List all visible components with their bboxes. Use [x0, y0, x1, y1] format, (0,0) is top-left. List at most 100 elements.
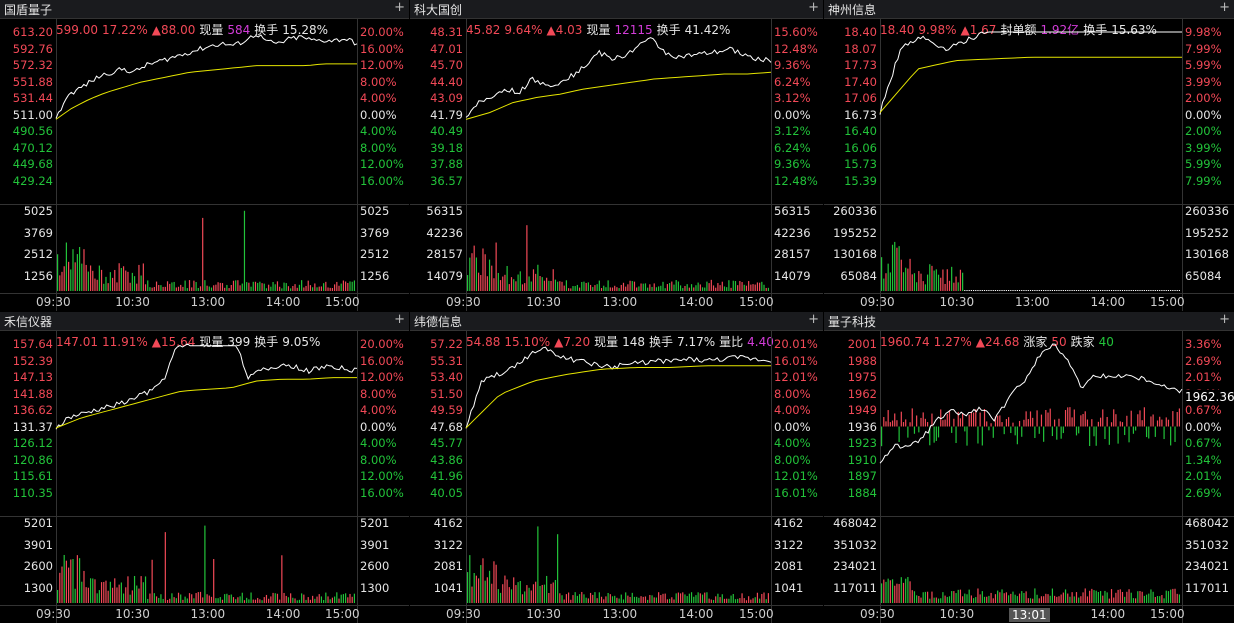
volume-tick: 1256	[23, 268, 53, 283]
breadth-bar	[1170, 426, 1172, 446]
pct-tick: 2.01%	[1185, 469, 1222, 483]
volume-bar	[986, 290, 988, 291]
pct-tick: 9.98%	[1185, 25, 1222, 39]
volume-bar	[1075, 592, 1078, 603]
chart-panel-4[interactable]: 纬德信息 +54.88 15.10% ▲7.20 现量 148 换手 7.17% 量比 4.40 5…	[410, 312, 823, 623]
quote-field: 现量	[594, 335, 619, 349]
breadth-bar	[1034, 426, 1036, 439]
chart-panel-0[interactable]: 国盾量子 +599.00 17.22% ▲88.00 现量 584 换手 15.28% 613.…	[0, 0, 409, 311]
volume-bar	[169, 283, 171, 291]
volume-bar	[217, 598, 219, 603]
time-tick: 13:00	[190, 295, 226, 309]
add-icon[interactable]: +	[394, 0, 405, 15]
volume-bar	[1025, 290, 1027, 291]
volume-bar	[712, 599, 715, 603]
volume-bar	[349, 593, 351, 603]
breadth-bar	[935, 426, 937, 441]
stock-name[interactable]: 国盾量子	[4, 3, 53, 17]
stock-name[interactable]: 量子科技	[828, 315, 877, 329]
intraday-chart[interactable]	[410, 0, 823, 311]
volume-bar	[675, 593, 677, 603]
volume-bar	[926, 591, 929, 603]
volume-bar	[164, 532, 166, 603]
chart-panel-2[interactable]: 神州信息 +18.40 9.98% ▲1.67 封单额 1.92亿 换手 15.63% 18.4…	[824, 0, 1234, 311]
panel-title-bar: 纬德信息 +	[410, 312, 823, 331]
volume-bar	[195, 282, 197, 291]
volume-tick: 2600	[360, 559, 390, 573]
volume-bar	[81, 263, 83, 291]
chart-panel-5[interactable]: 量子科技 +1960.74 1.27% ▲24.68 涨家 50 跌家 40 2001 3.36%…	[824, 312, 1234, 623]
volume-bar	[968, 589, 970, 603]
time-tick: 14:00	[678, 295, 714, 309]
volume-bar	[155, 281, 158, 291]
breadth-bar	[1108, 426, 1110, 445]
intraday-chart[interactable]	[0, 312, 409, 623]
add-icon[interactable]: +	[1219, 0, 1230, 15]
breadth-bar	[1117, 426, 1119, 444]
time-tick: 15:00	[325, 295, 360, 309]
volume-bar	[469, 555, 471, 603]
pct-tick: 16.00%	[360, 353, 404, 368]
intraday-chart[interactable]	[0, 0, 409, 311]
volume-bar	[524, 283, 526, 291]
volume-bar	[241, 283, 243, 291]
add-icon[interactable]: +	[1219, 312, 1230, 327]
price-tick: 41.79	[430, 107, 463, 122]
breadth-bar	[1036, 410, 1038, 427]
breadth-bar	[1141, 420, 1143, 427]
volume-tick: 234021	[833, 559, 877, 573]
volume-bar	[614, 285, 616, 291]
separator-line	[410, 204, 823, 205]
intraday-chart[interactable]	[824, 312, 1234, 623]
stock-name[interactable]: 神州信息	[828, 3, 877, 17]
volume-bar	[72, 249, 74, 291]
volume-bar	[737, 598, 739, 603]
volume-bar	[682, 288, 684, 291]
volume-bar	[1080, 596, 1082, 603]
volume-bar	[944, 283, 946, 291]
breadth-bar	[977, 426, 979, 444]
volume-bar	[1110, 290, 1113, 291]
volume-bar	[955, 593, 957, 603]
breadth-bar	[1056, 426, 1058, 440]
quote-field: 4.40	[747, 335, 774, 349]
volume-bar	[754, 597, 756, 603]
axis-line	[357, 330, 358, 623]
intraday-chart[interactable]	[410, 312, 823, 623]
volume-bar	[741, 593, 743, 603]
add-icon[interactable]: +	[808, 0, 819, 15]
volume-bar	[535, 273, 537, 291]
breadth-bar	[1084, 411, 1086, 427]
quote-field: 1960.74	[880, 335, 930, 349]
volume-bar	[1152, 290, 1154, 291]
volume-bar	[931, 591, 933, 603]
stock-name[interactable]: 科大国创	[414, 3, 463, 17]
intraday-chart[interactable]	[824, 0, 1234, 311]
volume-bar	[281, 288, 283, 291]
volume-bar	[243, 600, 246, 603]
volume-bar	[964, 290, 966, 291]
pct-tick: 3.36%	[1185, 337, 1222, 351]
volume-bar	[307, 280, 309, 291]
volume-bar	[89, 265, 92, 291]
stock-name[interactable]: 禾信仪器	[4, 315, 53, 329]
price-tick: 45.70	[430, 58, 463, 72]
add-icon[interactable]: +	[808, 312, 819, 327]
stock-name[interactable]: 纬德信息	[414, 315, 463, 329]
add-icon[interactable]: +	[394, 312, 405, 327]
chart-panel-3[interactable]: 禾信仪器 +147.01 11.91% ▲15.64 现量 399 换手 9.05% 157.6…	[0, 312, 409, 623]
volume-bar	[638, 286, 640, 291]
chart-panel-1[interactable]: 科大国创 +45.82 9.64% ▲4.03 现量 12115 换手 41.42% 48.31…	[410, 0, 823, 311]
volume-bar	[521, 284, 524, 291]
breadth-bar	[1058, 418, 1060, 427]
volume-bar	[1119, 589, 1121, 603]
volume-bar	[957, 589, 959, 603]
axis-line	[466, 330, 467, 623]
volume-bar	[603, 285, 605, 291]
pct-tick: 5.99%	[1185, 58, 1222, 72]
time-tick: 10:30	[939, 607, 975, 621]
volume-bar	[596, 284, 598, 291]
volume-bar	[922, 281, 924, 291]
volume-bar	[576, 595, 578, 603]
price-tick: 16.40	[844, 124, 877, 138]
